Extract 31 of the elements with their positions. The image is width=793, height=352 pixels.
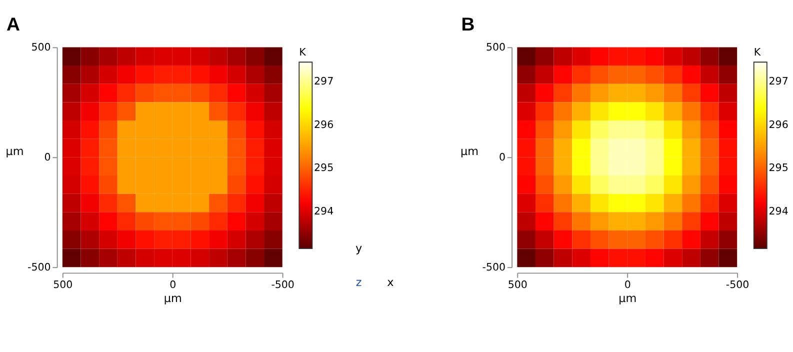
y-axis-title: μm: [6, 144, 24, 158]
chart-title: A: [6, 13, 20, 34]
text: y: [355, 242, 362, 256]
color-bar-label: 297: [768, 75, 788, 88]
color-bar-label: 295: [768, 162, 788, 174]
text: z: [356, 276, 362, 289]
x-tick-label: 500: [53, 279, 73, 292]
color-bar-label: 296: [768, 118, 788, 131]
y-tick-label: 500: [486, 41, 506, 54]
y-tick-label: -500: [28, 261, 51, 274]
color-bar-label: 295: [314, 162, 334, 174]
x-tick-label: 0: [170, 279, 176, 292]
x-tick-label: -500: [726, 279, 750, 292]
x-tick-label: -500: [271, 279, 294, 292]
color-bar-title: K: [299, 46, 306, 59]
y-axis-title: μm: [460, 144, 479, 158]
text: x: [387, 276, 394, 289]
color-bar-label: 297: [314, 75, 334, 88]
color-bar-label: 294: [768, 205, 788, 218]
y-tick-label: 0: [44, 151, 51, 164]
color-bar-title: K: [754, 46, 761, 59]
color-bar-label: 296: [314, 118, 334, 131]
x-axis-title: μm: [618, 292, 637, 306]
y-tick-label: 500: [31, 41, 51, 54]
x-tick-label: 500: [508, 279, 528, 292]
color-bar-label: 294: [314, 205, 334, 218]
y-tick-label: 0: [498, 151, 506, 164]
x-tick-label: 0: [624, 279, 631, 292]
y-tick-label: -500: [482, 261, 506, 274]
x-axis-title: μm: [164, 292, 182, 306]
chart-title: B: [461, 13, 475, 34]
